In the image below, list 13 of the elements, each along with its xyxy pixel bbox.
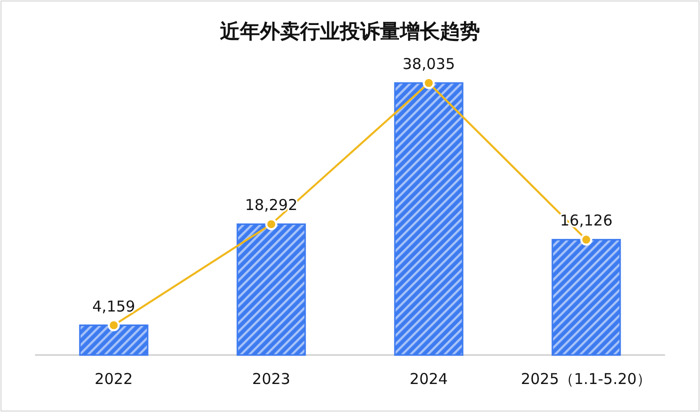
point [265,218,278,230]
x-tick-label: 2024 [410,370,448,388]
bar [79,324,148,356]
bar [552,238,621,356]
bar [394,82,464,356]
bar [236,223,306,356]
x-tick-label: 2025（1.1-5.20） [520,370,652,388]
point [580,234,592,246]
data-label: 4,159 [92,297,136,316]
x-tick-label: 2023 [252,370,290,388]
x-tick-label: 2022 [94,370,133,388]
data-label: 38,035 [402,55,455,73]
chart-title: 近年外卖行业投诉量增长趋势 [219,19,480,43]
